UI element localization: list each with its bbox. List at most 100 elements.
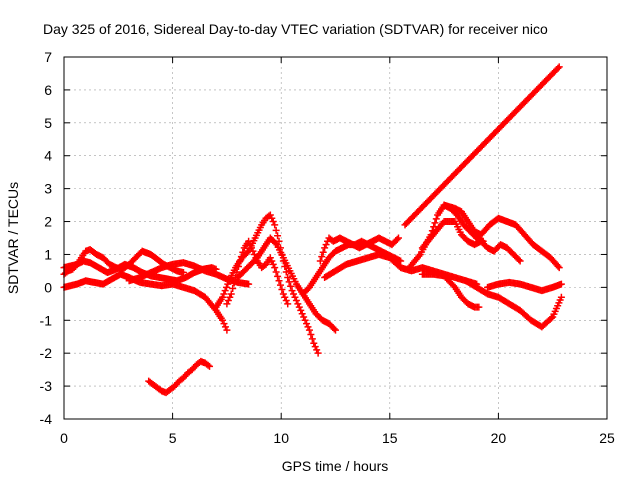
data-point bbox=[223, 326, 231, 334]
data-point bbox=[287, 282, 295, 290]
data-point bbox=[272, 268, 280, 276]
series-arc-q bbox=[484, 278, 565, 295]
y-tick-label: 0 bbox=[44, 279, 52, 295]
x-tick-label: 5 bbox=[169, 430, 177, 446]
series-arc-b bbox=[60, 270, 231, 334]
x-axis-label: GPS time / hours bbox=[282, 458, 389, 474]
series-arc-f bbox=[212, 211, 322, 357]
y-tick-label: -3 bbox=[40, 378, 53, 394]
x-tick-label: 10 bbox=[273, 430, 289, 446]
data-point bbox=[230, 279, 238, 287]
x-tick-labels: 0 5 10 15 20 25 bbox=[60, 430, 615, 446]
data-point bbox=[281, 293, 289, 301]
data-point bbox=[300, 313, 308, 321]
data-point bbox=[332, 326, 339, 334]
data-point bbox=[304, 323, 312, 331]
data-point bbox=[311, 343, 319, 351]
data-point bbox=[219, 293, 227, 301]
data-point bbox=[245, 237, 253, 245]
data-point bbox=[319, 248, 327, 256]
data-point bbox=[303, 320, 311, 328]
data-point bbox=[554, 262, 562, 270]
data-point bbox=[249, 247, 257, 255]
data-point bbox=[269, 260, 277, 268]
y-tick-labels: -4 -3 -2 -1 0 1 2 3 4 5 6 7 bbox=[40, 49, 53, 427]
data-point bbox=[272, 226, 280, 234]
data-point bbox=[221, 287, 229, 295]
chart-title: Day 325 of 2016, Sidereal Day-to-day VTE… bbox=[43, 21, 548, 37]
data-point bbox=[268, 214, 276, 222]
data-point bbox=[206, 362, 214, 370]
data-point bbox=[430, 223, 438, 231]
data-point bbox=[301, 316, 309, 324]
data-point bbox=[554, 64, 562, 72]
data-point bbox=[220, 290, 228, 298]
data-point bbox=[316, 257, 324, 265]
y-tick-label: -4 bbox=[40, 411, 53, 427]
data-point bbox=[285, 278, 293, 286]
data-point bbox=[229, 284, 237, 292]
data-point bbox=[431, 219, 439, 227]
data-point bbox=[305, 326, 313, 334]
data-point bbox=[318, 253, 326, 261]
data-point bbox=[274, 272, 282, 280]
data-point bbox=[236, 257, 244, 265]
x-tick-label: 0 bbox=[60, 430, 68, 446]
x-tick-label: 25 bbox=[599, 430, 615, 446]
y-tick-label: 3 bbox=[44, 181, 52, 197]
data-point bbox=[271, 221, 279, 229]
data-point bbox=[266, 211, 274, 219]
data-point bbox=[274, 232, 282, 240]
data-point bbox=[222, 283, 230, 291]
data-point bbox=[248, 244, 256, 252]
data-point bbox=[295, 303, 303, 311]
data-point bbox=[245, 280, 253, 288]
data-point bbox=[275, 277, 283, 285]
data-point bbox=[226, 293, 234, 301]
y-tick-label: 5 bbox=[44, 115, 52, 131]
data-point bbox=[204, 361, 212, 369]
y-tick-label: 7 bbox=[44, 49, 52, 65]
data-point bbox=[432, 215, 440, 223]
series-arc-n bbox=[440, 201, 563, 272]
data-point bbox=[297, 306, 305, 314]
data-point bbox=[307, 331, 315, 339]
data-point bbox=[516, 257, 524, 265]
y-tick-label: 1 bbox=[44, 246, 52, 262]
data-point bbox=[269, 218, 277, 226]
data-point bbox=[237, 253, 245, 261]
y-axis-label: SDTVAR / TECUs bbox=[5, 182, 21, 294]
data-point bbox=[555, 63, 563, 71]
data-point bbox=[291, 293, 299, 301]
data-point bbox=[547, 314, 555, 322]
data-point bbox=[268, 257, 276, 265]
data-point bbox=[239, 248, 247, 256]
data-point bbox=[393, 235, 401, 243]
data-point bbox=[279, 290, 287, 298]
y-tick-label: 2 bbox=[44, 214, 52, 230]
data-point bbox=[308, 335, 316, 343]
data-point bbox=[266, 254, 274, 262]
plot-frame bbox=[63, 56, 608, 420]
data-point bbox=[310, 339, 318, 347]
series-arc-m bbox=[418, 218, 524, 265]
y-tick-label: 6 bbox=[44, 82, 52, 98]
data-point bbox=[314, 349, 322, 357]
data-marks bbox=[60, 63, 565, 397]
data-point bbox=[278, 286, 286, 294]
data-point bbox=[224, 280, 232, 288]
data-point bbox=[276, 281, 284, 289]
data-point bbox=[322, 241, 330, 249]
data-point bbox=[224, 297, 232, 305]
data-point bbox=[298, 310, 306, 318]
data-point bbox=[223, 300, 231, 308]
data-point bbox=[220, 320, 228, 328]
x-tick-label: 15 bbox=[382, 430, 398, 446]
data-point bbox=[475, 303, 483, 311]
series-arc-p bbox=[462, 277, 565, 331]
data-point bbox=[515, 256, 523, 264]
data-point bbox=[292, 297, 300, 305]
data-point bbox=[555, 264, 563, 272]
data-point bbox=[282, 268, 290, 276]
series-arc-j bbox=[316, 234, 402, 265]
